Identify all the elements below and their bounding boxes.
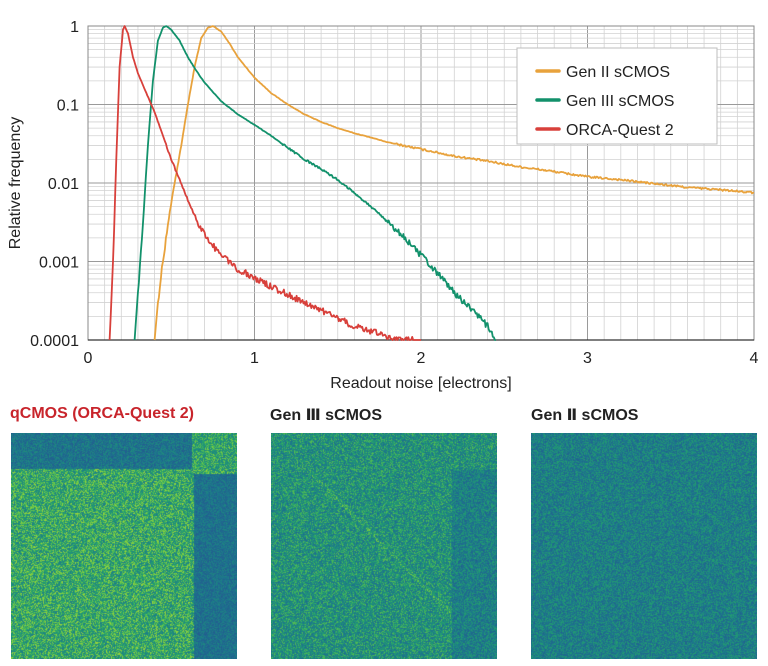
noise-map-gen3: [271, 433, 497, 659]
noise-chart: 0 1 2 3 4 0.0001 0.001 0.01 0.1 1 Readout noise […: [7, 19, 759, 392]
y-tick-label: 0.1: [57, 98, 79, 115]
y-tick-label: 0.01: [48, 176, 79, 193]
y-tick-label: 0.001: [39, 255, 79, 272]
y-tick-label: 1: [70, 19, 79, 36]
panel-title-qcmos: qCMOS (ORCA-Quest 2): [10, 405, 194, 422]
series-line-1: [133, 25, 496, 341]
panel-title-gen3: Gen Ⅲ sCMOS: [270, 407, 383, 424]
y-axis-label: Relative frequency: [7, 117, 24, 250]
x-tick-label: 2: [417, 350, 426, 367]
x-tick-label: 0: [84, 350, 93, 367]
x-tick-label: 3: [583, 350, 592, 367]
series-line-2: [108, 25, 421, 341]
chart-ticks: 0 1 2 3 4 0.0001 0.001 0.01 0.1 1: [30, 19, 758, 367]
x-tick-label: 1: [250, 350, 259, 367]
noise-map-qcmos: [11, 433, 237, 659]
y-tick-label: 0.0001: [30, 333, 79, 350]
x-tick-label: 4: [750, 350, 759, 367]
series-line-0: [153, 25, 755, 341]
chart-grid: [87, 25, 755, 341]
legend-label-1: Gen III sCMOS: [566, 93, 674, 110]
legend-label-2: ORCA-Quest 2: [566, 122, 674, 139]
chart-legend: Gen II sCMOS Gen III sCMOS ORCA-Quest 2: [516, 47, 718, 145]
chart-series: [108, 25, 755, 341]
panel-title-gen2: Gen Ⅱ sCMOS: [531, 407, 639, 424]
x-axis-label: Readout noise [electrons]: [330, 375, 511, 392]
legend-label-0: Gen II sCMOS: [566, 64, 670, 81]
noise-map-gen2: [531, 433, 757, 659]
